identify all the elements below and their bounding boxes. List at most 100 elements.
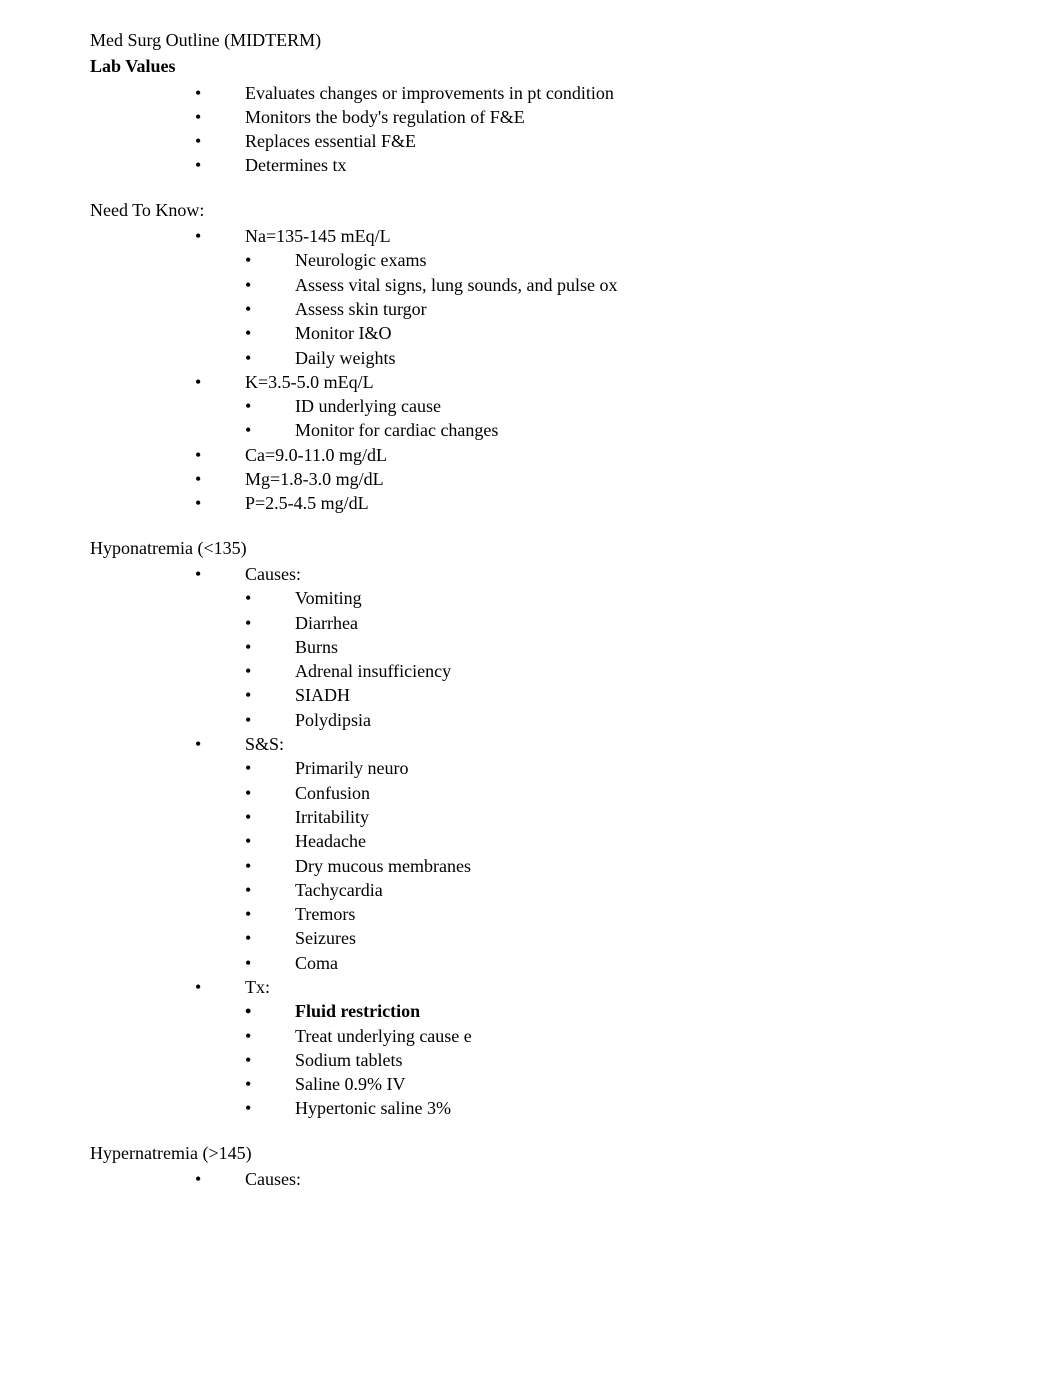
list-item: •Ca=9.0-11.0 mg/dL [195,443,972,467]
list-item-text: Mg=1.8-3.0 mg/dL [245,467,972,491]
lab-values-list: • Evaluates changes or improvements in p… [90,81,972,178]
section-heading-hypernatremia: Hypernatremia (>145) [90,1141,972,1165]
list-item-text: Ca=9.0-11.0 mg/dL [245,443,972,467]
bullet-icon: • [245,1072,295,1096]
bullet-icon: • [245,902,295,926]
list-item: •Assess vital signs, lung sounds, and pu… [245,273,972,297]
list-item-text: Dry mucous membranes [295,854,972,878]
list-item: • Evaluates changes or improvements in p… [195,81,972,105]
section-heading-hyponatremia: Hyponatremia (<135) [90,536,972,560]
bullet-icon: • [245,1024,295,1048]
bullet-icon: • [195,153,245,177]
bullet-icon: • [245,635,295,659]
list-item-text: Determines tx [245,153,972,177]
list-item: •Coma [245,951,972,975]
list-item: •Seizures [245,926,972,950]
bullet-icon: • [245,854,295,878]
list-item: •Causes: [195,1167,972,1191]
bullet-icon: • [245,756,295,780]
bullet-icon: • [195,975,245,999]
bullet-icon: • [195,1167,245,1191]
list-item: •Headache [245,829,972,853]
list-item: •Monitor I&O [245,321,972,345]
bullet-icon: • [245,346,295,370]
list-item-text: ID underlying cause [295,394,972,418]
list-item: •Tremors [245,902,972,926]
list-item-text: P=2.5-4.5 mg/dL [245,491,972,515]
list-item-text: SIADH [295,683,972,707]
bullet-icon: • [195,467,245,491]
list-item: •Diarrhea [245,611,972,635]
list-item-text: Saline 0.9% IV [295,1072,972,1096]
list-item-text: Sodium tablets [295,1048,972,1072]
document-title: Med Surg Outline (MIDTERM) [90,28,972,52]
bullet-icon: • [245,297,295,321]
hypernatremia-list: •Causes: [90,1167,972,1191]
list-item-text: Daily weights [295,346,972,370]
list-item-text: Headache [295,829,972,853]
list-item: •Polydipsia [245,708,972,732]
list-item-text: Confusion [295,781,972,805]
list-item: •Mg=1.8-3.0 mg/dL [195,467,972,491]
list-item-text: K=3.5-5.0 mEq/L [245,370,972,394]
bullet-icon: • [245,829,295,853]
list-item-text: Assess skin turgor [295,297,972,321]
list-item: •Tx: [195,975,972,999]
list-item: •Fluid restriction [245,999,972,1023]
bullet-icon: • [245,611,295,635]
list-item-text: Polydipsia [295,708,972,732]
list-item: • Determines tx [195,153,972,177]
bullet-icon: • [195,129,245,153]
bullet-icon: • [245,683,295,707]
list-item-text: Tremors [295,902,972,926]
list-item: •Irritability [245,805,972,829]
list-item: •Tachycardia [245,878,972,902]
list-item: •Hypertonic saline 3% [245,1096,972,1120]
list-item: •Dry mucous membranes [245,854,972,878]
list-item: •Assess skin turgor [245,297,972,321]
list-item-text: Monitors the body's regulation of F&E [245,105,972,129]
list-item: •Burns [245,635,972,659]
section-heading-lab-values: Lab Values [90,54,972,78]
section-heading-need-to-know: Need To Know: [90,198,972,222]
bullet-icon: • [195,562,245,586]
list-item: •Daily weights [245,346,972,370]
bullet-icon: • [195,491,245,515]
list-item-text: Burns [295,635,972,659]
list-item-text: Replaces essential F&E [245,129,972,153]
list-item: • Na=135-145 mEq/L [195,224,972,248]
list-item: •ID underlying cause [245,394,972,418]
list-item-text: Primarily neuro [295,756,972,780]
list-item-text: Evaluates changes or improvements in pt … [245,81,972,105]
bullet-icon: • [245,321,295,345]
list-item-text: Monitor for cardiac changes [295,418,972,442]
list-item: • K=3.5-5.0 mEq/L [195,370,972,394]
list-item: •Monitor for cardiac changes [245,418,972,442]
bullet-icon: • [195,105,245,129]
bullet-icon: • [245,708,295,732]
bullet-icon: • [245,418,295,442]
list-item-text: Diarrhea [295,611,972,635]
bullet-icon: • [245,805,295,829]
list-item-text: Coma [295,951,972,975]
list-item-text: Seizures [295,926,972,950]
list-item: •Sodium tablets [245,1048,972,1072]
list-item-text: Causes: [245,562,972,586]
bullet-icon: • [245,951,295,975]
list-item-text: Tx: [245,975,972,999]
list-item: •Confusion [245,781,972,805]
list-item: • Monitors the body's regulation of F&E [195,105,972,129]
list-item: •Vomiting [245,586,972,610]
list-item: •Treat underlying cause e [245,1024,972,1048]
list-item: •P=2.5-4.5 mg/dL [195,491,972,515]
list-item: •SIADH [245,683,972,707]
bullet-icon: • [245,1096,295,1120]
list-item-text: Adrenal insufficiency [295,659,972,683]
bullet-icon: • [245,781,295,805]
list-item-text: Hypertonic saline 3% [295,1096,972,1120]
bullet-icon: • [245,878,295,902]
list-item: •Neurologic exams [245,248,972,272]
list-item-text: Vomiting [295,586,972,610]
list-item-text: Causes: [245,1167,972,1191]
bullet-icon: • [195,224,245,248]
